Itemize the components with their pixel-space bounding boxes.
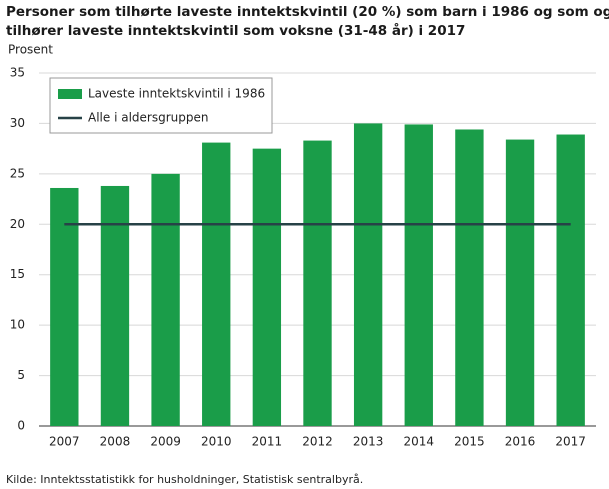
bar	[202, 142, 231, 426]
x-tick-label: 2016	[505, 435, 536, 449]
bar	[50, 187, 79, 426]
y-tick-label: 25	[10, 166, 25, 180]
y-tick-label: 30	[10, 116, 25, 130]
y-tick-label: 15	[10, 267, 25, 281]
y-axis-label: Prosent	[8, 43, 53, 57]
bar	[556, 134, 585, 426]
y-tick-label: 35	[10, 66, 25, 80]
x-tick-label: 2014	[403, 435, 434, 449]
x-tick-label: 2011	[252, 435, 283, 449]
bar	[252, 148, 282, 426]
chart-title: tilhører laveste inntektskvintil som vok…	[6, 22, 465, 39]
bar	[404, 124, 433, 427]
bar	[505, 139, 535, 426]
y-tick-label: 10	[10, 318, 25, 332]
bar	[353, 123, 383, 426]
y-tick-label: 0	[17, 419, 25, 433]
legend-box	[49, 77, 273, 134]
x-tick-label: 2017	[555, 435, 586, 449]
bar	[100, 185, 130, 426]
x-tick-label: 2008	[100, 435, 131, 449]
bar	[303, 140, 332, 426]
y-tick-label: 5	[17, 368, 25, 382]
legend-label: Laveste inntektskvintil i 1986	[88, 87, 265, 101]
x-tick-label: 2010	[201, 435, 232, 449]
x-tick-label: 2015	[454, 435, 485, 449]
bar	[151, 173, 180, 426]
legend-swatch	[58, 89, 82, 99]
source: Kilde: Inntektsstatistikk for husholdnin…	[6, 473, 363, 486]
legend-label: Alle i aldersgruppen	[88, 111, 208, 125]
y-tick-label: 20	[10, 217, 25, 231]
chart-title: Personer som tilhørte laveste inntektskv…	[6, 3, 609, 20]
bar	[455, 129, 484, 427]
x-tick-label: 2007	[49, 435, 80, 449]
x-tick-label: 2012	[302, 435, 333, 449]
x-tick-label: 2009	[150, 435, 181, 449]
x-tick-label: 2013	[353, 435, 384, 449]
